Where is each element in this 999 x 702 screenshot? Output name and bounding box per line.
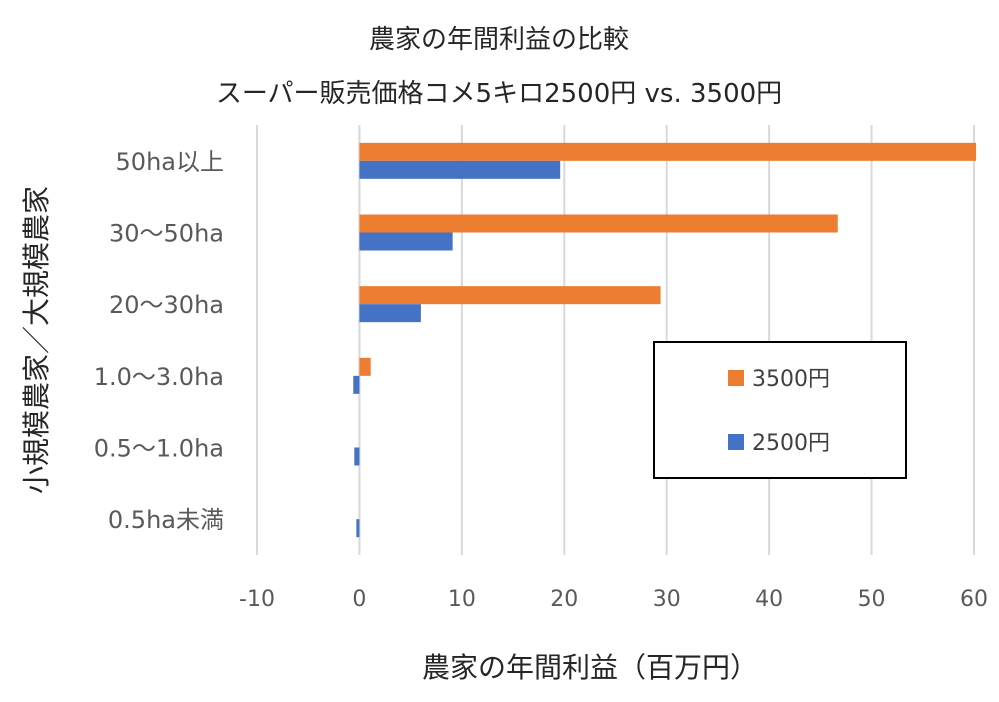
category-labels: 50ha以上 30〜50ha 20〜30ha 1.0〜3.0ha 0.5〜1.0ha 0.… — [94, 148, 224, 534]
x-axis-title: 農家の年間利益（百万円） — [422, 651, 758, 684]
gridlines — [256, 125, 975, 555]
legend-frame — [653, 341, 907, 479]
category-label-5: 0.5ha未満 — [108, 506, 224, 534]
bar-a-2 — [359, 286, 661, 305]
chart-title: 農家の年間利益の比較 — [369, 25, 629, 55]
bar-b-4 — [354, 447, 360, 466]
category-label-1: 30〜50ha — [109, 220, 224, 248]
x-tick-label-7: 60 — [960, 587, 988, 612]
bar-a-1 — [359, 214, 838, 233]
y-axis-title: 小規模農家／大規模農家 — [20, 186, 53, 494]
legend-label-1: 2500円 — [752, 431, 830, 456]
x-tick-label-4: 30 — [653, 587, 681, 612]
category-label-2: 20〜30ha — [109, 291, 224, 319]
category-label-4: 0.5〜1.0ha — [94, 435, 224, 463]
category-label-0: 50ha以上 — [116, 148, 224, 176]
category-label-3: 1.0〜3.0ha — [94, 363, 224, 391]
bar-b-2 — [359, 304, 421, 323]
bar-b-0 — [359, 160, 561, 179]
x-tick-label-5: 40 — [755, 587, 783, 612]
x-tick-label-2: 10 — [448, 587, 476, 612]
bar-b-5 — [356, 519, 360, 538]
x-tick-label-0: -10 — [239, 587, 275, 612]
x-tick-labels: -10 0 10 20 30 40 50 60 — [239, 587, 988, 612]
legend-swatch-0 — [728, 370, 744, 386]
bar-b-3 — [353, 375, 360, 394]
bar-a-0 — [359, 142, 977, 161]
chart-subtitle: スーパー販売価格コメ5キロ2500円 vs. 3500円 — [216, 79, 782, 109]
x-tick-label-6: 50 — [858, 587, 886, 612]
legend-swatch-1 — [728, 434, 744, 450]
x-tick-label-3: 20 — [550, 587, 578, 612]
legend-label-0: 3500円 — [752, 367, 830, 392]
bar-a-3 — [359, 357, 371, 376]
bars — [353, 142, 977, 538]
bar-b-1 — [359, 232, 453, 251]
legend: 3500円 2500円 — [653, 341, 907, 479]
x-tick-label-1: 0 — [352, 587, 366, 612]
